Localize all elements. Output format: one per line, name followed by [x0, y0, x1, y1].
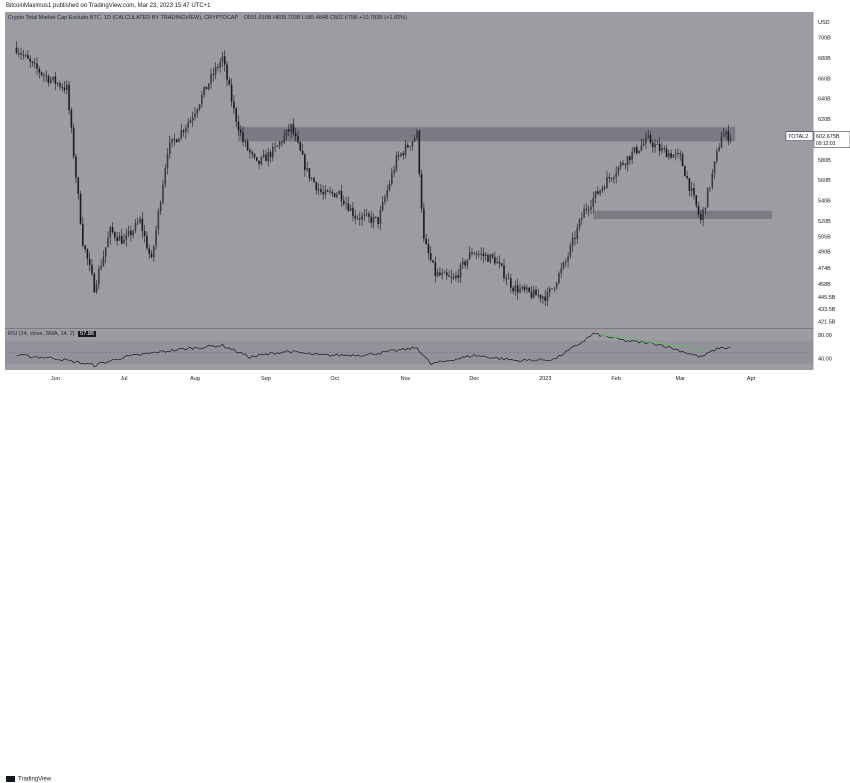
publisher-bar: BitcoinMaximus1 published on TradingView… [0, 0, 850, 12]
price-pane[interactable] [5, 12, 813, 328]
legend-title: Crypto Total Market Cap Exclude BTC, 1D … [8, 15, 239, 21]
rsi-pane[interactable] [5, 328, 813, 371]
tradingview-logo-icon [6, 776, 15, 782]
rsi-legend: RSI (14, close, SMA, 14, 2) 57.86 [8, 331, 96, 337]
legend-ohlc: O591.916B H608.703B L585.484B C602.675B … [243, 15, 407, 21]
tradingview-brand: TradingView [18, 776, 52, 783]
time-axis[interactable] [5, 370, 813, 386]
footer: TradingView [0, 386, 850, 783]
tradingview-logo[interactable]: TradingView [6, 776, 51, 783]
published-text: BitcoinMaximus1 published on TradingView… [6, 3, 211, 9]
rsi-legend-value: 57.86 [78, 331, 96, 337]
price-scale[interactable] [813, 12, 850, 370]
chart-legend: Crypto Total Market Cap Exclude BTC, 1D … [8, 15, 407, 21]
rsi-legend-text: RSI (14, close, SMA, 14, 2) [8, 331, 75, 337]
